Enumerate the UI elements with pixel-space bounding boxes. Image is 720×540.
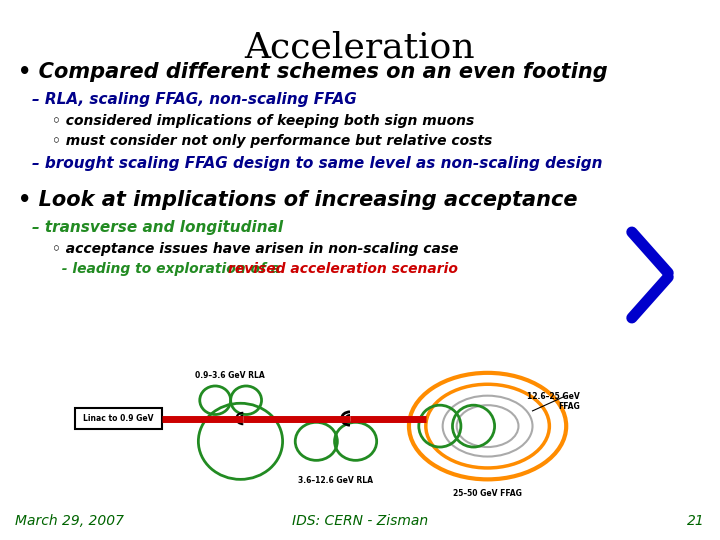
Text: ◦ must consider not only performance but relative costs: ◦ must consider not only performance but… xyxy=(52,134,492,148)
Text: – transverse and longitudinal: – transverse and longitudinal xyxy=(32,220,283,235)
Text: March 29, 2007: March 29, 2007 xyxy=(15,514,124,528)
Text: 0.9–3.6 GeV RLA: 0.9–3.6 GeV RLA xyxy=(196,372,265,381)
Text: ◦ acceptance issues have arisen in non-scaling case: ◦ acceptance issues have arisen in non-s… xyxy=(52,242,459,256)
Text: • Compared different schemes on an even footing: • Compared different schemes on an even … xyxy=(18,62,608,82)
Text: revised acceleration scenario: revised acceleration scenario xyxy=(228,262,458,276)
Text: 21: 21 xyxy=(688,514,705,528)
FancyBboxPatch shape xyxy=(75,408,162,429)
Text: 12.6–25 GeV
FFAG: 12.6–25 GeV FFAG xyxy=(528,392,580,411)
Text: 25–50 GeV FFAG: 25–50 GeV FFAG xyxy=(453,489,522,498)
Text: 3.6–12.6 GeV RLA: 3.6–12.6 GeV RLA xyxy=(299,476,374,485)
Text: Acceleration: Acceleration xyxy=(245,30,475,64)
Text: IDS: CERN - Zisman: IDS: CERN - Zisman xyxy=(292,514,428,528)
Text: Linac to 0.9 GeV: Linac to 0.9 GeV xyxy=(84,414,154,423)
Text: - leading to exploration of a: - leading to exploration of a xyxy=(52,262,285,276)
Text: ◦ considered implications of keeping both sign muons: ◦ considered implications of keeping bot… xyxy=(52,114,474,128)
Text: – RLA, scaling FFAG, non-scaling FFAG: – RLA, scaling FFAG, non-scaling FFAG xyxy=(32,92,356,107)
Text: – brought scaling FFAG design to same level as non-scaling design: – brought scaling FFAG design to same le… xyxy=(32,156,603,171)
Text: • Look at implications of increasing acceptance: • Look at implications of increasing acc… xyxy=(18,190,577,210)
